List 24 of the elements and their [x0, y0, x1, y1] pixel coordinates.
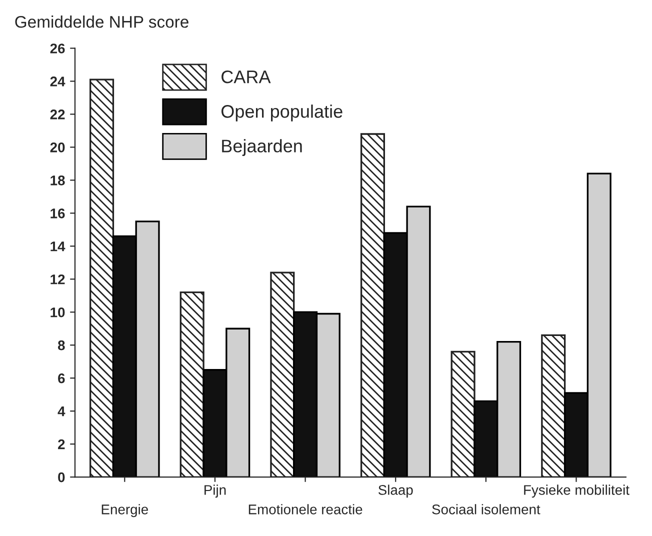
- y-tick-label: 14: [50, 242, 66, 252]
- y-tick-label: 6: [58, 373, 65, 384]
- y-tick-label: 4: [58, 406, 66, 416]
- x-tick-label: Fysieke mobiliteit: [524, 484, 630, 498]
- legend-label: CARA: [222, 70, 271, 84]
- y-tick-label: 20: [50, 142, 65, 152]
- y-tick-label: 0: [58, 472, 65, 482]
- y-tick-label: 24: [50, 76, 66, 86]
- y-tick-label: 2: [58, 439, 65, 450]
- y-tick-label: 18: [50, 176, 65, 186]
- y-tick-label: 16: [50, 208, 65, 218]
- legend-label: Open populatie: [221, 104, 342, 122]
- x-tick-label: Slaap: [378, 484, 413, 498]
- x-tick-label: Emotionele reactie: [248, 504, 362, 514]
- y-tick-label: 8: [58, 340, 65, 350]
- x-tick-label: Pijn: [204, 484, 226, 498]
- y-tick-label: 12: [50, 274, 65, 284]
- y-tick-label: 26: [50, 44, 65, 54]
- x-tick-label: Energie: [102, 504, 148, 518]
- y-tick-label: 22: [50, 110, 65, 120]
- y-tick-label: 10: [50, 307, 65, 318]
- y-axis-title: Gemiddelde NHP score: [15, 16, 188, 28]
- x-tick-label: Sociaal isolement: [432, 504, 540, 514]
- legend-label: Bejaarden: [222, 139, 302, 156]
